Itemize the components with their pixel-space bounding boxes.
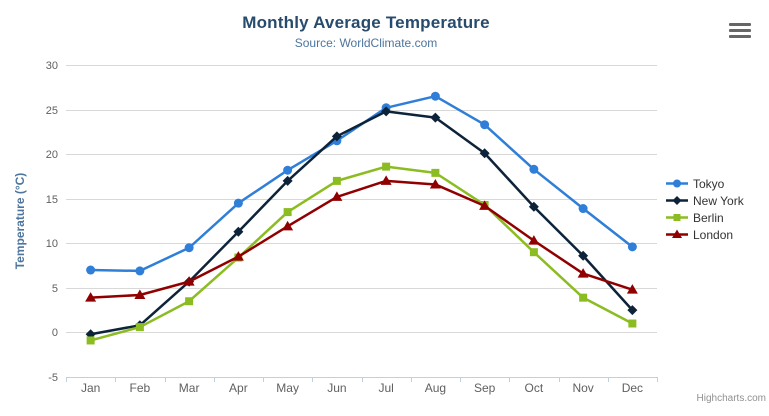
y-axis-label: 20 — [46, 149, 58, 161]
legend-symbol-square-icon — [666, 214, 688, 221]
legend-label: Tokyo — [693, 176, 725, 191]
data-point-london-dec[interactable] — [626, 284, 638, 294]
data-point-berlin-may[interactable] — [283, 208, 292, 217]
data-point-berlin-nov[interactable] — [579, 293, 588, 302]
x-axis-label: Jul — [378, 381, 393, 395]
legend-item-new-york[interactable]: New York — [666, 192, 744, 209]
y-axis-label: -5 — [48, 372, 58, 384]
x-axis-label: Dec — [622, 381, 643, 395]
data-point-london-may[interactable] — [282, 220, 294, 231]
data-point-new-york-nov[interactable] — [578, 250, 589, 261]
data-point-tokyo-apr[interactable] — [233, 198, 243, 208]
data-point-new-york-aug[interactable] — [430, 112, 441, 123]
legend-marker — [673, 214, 681, 221]
hamburger-icon — [729, 23, 751, 26]
x-axis-label: Mar — [179, 381, 200, 395]
data-point-london-jan[interactable] — [85, 292, 97, 302]
legend: Tokyo New York Berlin London — [666, 175, 744, 243]
y-axis-label: 0 — [52, 327, 58, 339]
data-point-london-oct[interactable] — [528, 235, 540, 245]
legend-label: London — [693, 227, 734, 242]
data-point-london-feb[interactable] — [134, 289, 146, 299]
data-point-tokyo-oct[interactable] — [529, 164, 539, 174]
series-line-new-york — [89, 110, 634, 336]
data-point-new-york-dec[interactable] — [627, 305, 638, 316]
hamburger-icon — [729, 29, 751, 32]
data-point-berlin-jun[interactable] — [332, 176, 341, 185]
credits-link[interactable]: Highcharts.com — [696, 393, 766, 404]
y-axis-label: 5 — [52, 283, 58, 295]
series-line-tokyo — [89, 94, 634, 273]
x-axis-label: Apr — [229, 381, 248, 395]
data-point-tokyo-dec[interactable] — [627, 242, 637, 252]
legend-label: New York — [693, 193, 744, 208]
data-point-new-york-sep[interactable] — [479, 148, 490, 159]
legend-marker — [672, 229, 682, 238]
data-point-berlin-oct[interactable] — [529, 248, 538, 257]
data-point-new-york-jun[interactable] — [331, 131, 342, 142]
legend-item-tokyo[interactable]: Tokyo — [666, 175, 744, 192]
x-axis-label: Jun — [327, 381, 346, 395]
data-point-london-sep[interactable] — [479, 200, 491, 210]
legend-item-london[interactable]: London — [666, 226, 744, 243]
data-point-tokyo-feb[interactable] — [135, 266, 145, 276]
series-line-berlin — [89, 165, 634, 342]
data-point-london-nov[interactable] — [577, 268, 589, 278]
data-point-tokyo-aug[interactable] — [430, 91, 440, 101]
legend-label: Berlin — [693, 210, 724, 225]
y-axis-label: 15 — [46, 194, 58, 206]
data-point-tokyo-mar[interactable] — [184, 243, 194, 253]
hamburger-icon — [729, 35, 751, 38]
data-point-new-york-oct[interactable] — [528, 201, 539, 212]
data-point-tokyo-may[interactable] — [283, 165, 293, 175]
legend-marker — [673, 179, 681, 188]
x-axis-label: Nov — [572, 381, 593, 395]
data-point-berlin-jul[interactable] — [382, 162, 391, 171]
x-axis-label: May — [276, 381, 299, 395]
data-point-berlin-aug[interactable] — [431, 168, 440, 177]
export-menu-button[interactable] — [729, 23, 753, 38]
data-point-london-aug[interactable] — [429, 178, 441, 189]
data-point-new-york-may[interactable] — [282, 175, 293, 186]
y-axis-title: Temperature (°C) — [13, 173, 27, 270]
data-point-berlin-mar[interactable] — [185, 297, 194, 306]
y-axis-label: 25 — [46, 105, 58, 117]
data-point-berlin-feb[interactable] — [135, 323, 144, 332]
legend-item-berlin[interactable]: Berlin — [666, 209, 744, 226]
data-point-london-mar[interactable] — [183, 276, 195, 286]
data-point-new-york-jul[interactable] — [381, 106, 392, 117]
data-point-tokyo-sep[interactable] — [480, 120, 490, 130]
y-axis-label: 10 — [46, 238, 58, 250]
data-point-london-jul[interactable] — [380, 175, 392, 185]
data-point-berlin-dec[interactable] — [628, 319, 637, 328]
chart-title: Monthly Average Temperature — [242, 13, 490, 32]
series-line-london — [89, 179, 634, 299]
legend-marker — [672, 196, 682, 205]
data-point-tokyo-jan[interactable] — [86, 265, 96, 275]
data-point-new-york-apr[interactable] — [233, 226, 244, 237]
y-axis-label: 30 — [46, 60, 58, 72]
data-point-london-apr[interactable] — [232, 251, 244, 261]
legend-symbol-diamond-icon — [666, 196, 688, 205]
legend-symbol-circle-icon — [666, 179, 688, 188]
x-axis-label: Feb — [130, 381, 151, 395]
data-point-tokyo-nov[interactable] — [578, 204, 588, 214]
chart-subtitle: Source: WorldClimate.com — [294, 36, 438, 50]
x-axis-label: Oct — [525, 381, 544, 395]
legend-symbol-triangle-icon — [666, 229, 688, 238]
data-point-london-jun[interactable] — [331, 191, 343, 201]
x-axis-label: Aug — [425, 381, 446, 395]
x-axis-label: Jan — [81, 381, 100, 395]
x-axis-label: Sep — [474, 381, 496, 395]
data-point-berlin-jan[interactable] — [86, 336, 95, 345]
